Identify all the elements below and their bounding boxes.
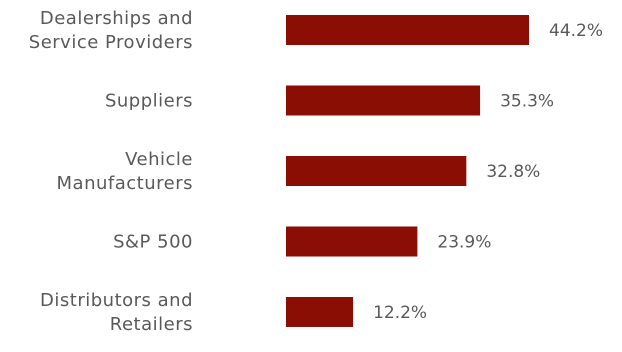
bar: [286, 15, 529, 45]
category-label: Dealerships and Service Providers: [29, 8, 193, 53]
data-label: 32.8%: [486, 162, 540, 182]
category-label-line: Dealerships and: [40, 8, 193, 29]
category-label-line: Manufacturers: [57, 173, 193, 194]
data-label: 35.3%: [500, 92, 554, 112]
bar: [286, 85, 481, 116]
bar: [286, 156, 467, 186]
category-label-line: Vehicle: [125, 149, 193, 170]
bar: [286, 297, 354, 327]
bar: [286, 226, 418, 257]
category-label: Distributors and Retailers: [40, 290, 193, 335]
category-label-line: Suppliers: [105, 91, 193, 112]
category-label-line: S&P 500: [113, 232, 193, 253]
category-label-line: Distributors and: [40, 290, 193, 311]
bars: [286, 15, 529, 327]
data-labels: 44.2% 35.3% 32.8% 23.9% 12.2%: [373, 21, 603, 323]
data-label: 23.9%: [437, 233, 491, 253]
category-label: Vehicle Manufacturers: [57, 149, 193, 194]
category-label: Suppliers: [105, 91, 193, 112]
data-label: 44.2%: [549, 21, 603, 41]
category-labels: Dealerships and Service Providers Supplier…: [29, 8, 193, 335]
data-label: 12.2%: [373, 303, 427, 323]
category-label: S&P 500: [113, 232, 193, 253]
category-label-line: Retailers: [110, 314, 193, 335]
category-label-line: Service Providers: [29, 32, 193, 53]
